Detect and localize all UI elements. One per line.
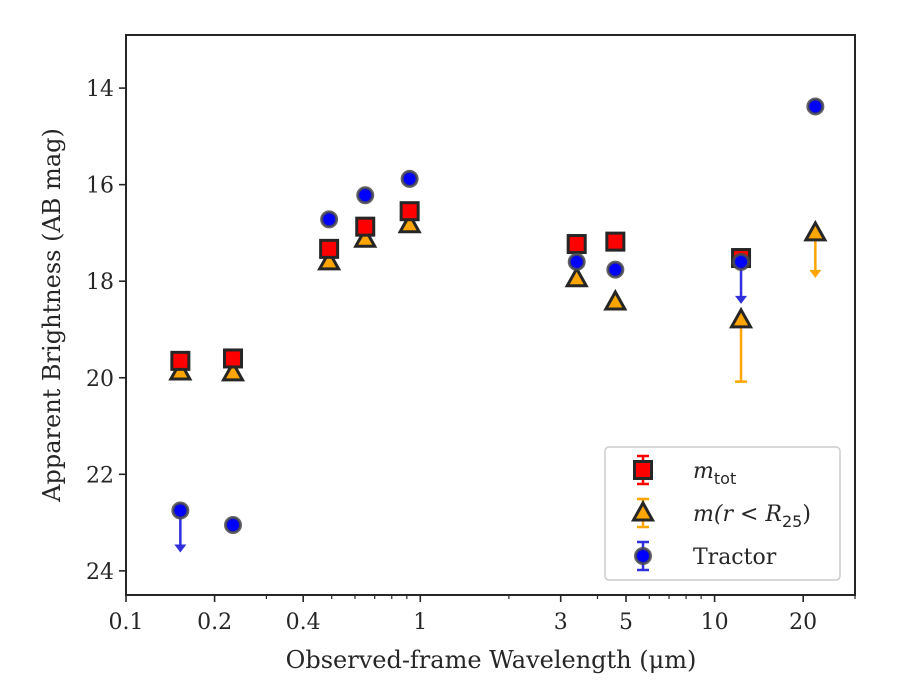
y-tick-label: 14 [86, 77, 114, 102]
y-tick-label: 16 [86, 174, 114, 199]
legend-entry-mtot: mtot [633, 454, 736, 488]
y-tick-label: 22 [86, 463, 114, 488]
point-mtot [399, 201, 420, 222]
point-mtot [605, 231, 626, 252]
point-mr25 [603, 288, 628, 311]
point-mr25 [317, 248, 342, 271]
series-tractor [171, 97, 825, 553]
series-mtot [170, 201, 752, 371]
x-tick-label: 1 [413, 610, 427, 635]
point-mtot [319, 238, 340, 259]
legend-label-tractor: Tractor [693, 545, 777, 570]
legend-marker-mr25 [630, 499, 656, 522]
point-mr25 [397, 211, 422, 234]
point-mtot [170, 350, 191, 371]
x-tick-label: 3 [554, 610, 568, 635]
point-mr25 [803, 219, 828, 242]
axes-frame [125, 34, 856, 596]
legend-entry-mr25: m(r < R25) [630, 497, 811, 531]
point-tractor [567, 252, 586, 271]
x-tick-label: 5 [619, 610, 633, 635]
plot-area [168, 97, 828, 553]
x-tick-label: 0.4 [286, 610, 321, 635]
series-mr25 [168, 211, 828, 383]
legend: mtot m(r < R25) Tractor [604, 446, 841, 581]
x-tick-label: 0.2 [197, 610, 232, 635]
x-axis-title: Observed-frame Wavelength (μm) [286, 646, 697, 674]
legend-label-mr25: m(r < R25) [693, 502, 811, 531]
point-mr25 [220, 359, 246, 382]
legend-entry-tractor: Tractor [634, 540, 777, 572]
point-tractor [732, 252, 751, 271]
point-tractor [356, 186, 375, 205]
point-mr25 [728, 306, 754, 329]
legend-box [604, 446, 841, 581]
y-tick-label: 24 [86, 560, 114, 585]
point-mr25 [353, 226, 378, 248]
legend-label-mtot: mtot [693, 459, 736, 488]
point-tractor [224, 516, 243, 534]
point-mr25 [564, 265, 589, 288]
y-tick-label: 20 [86, 367, 114, 392]
x-tick-label: 0.1 [109, 610, 144, 635]
point-mtot [355, 216, 376, 237]
x-tick-label: 20 [789, 610, 817, 635]
point-tractor [806, 97, 825, 116]
point-tractor [606, 260, 625, 279]
legend-marker-mtot [633, 460, 653, 480]
legend-marker-tractor [634, 547, 652, 565]
axes: 0.1 0.2 0.4 1 3 5 10 20 14 16 18 20 22 24 [86, 34, 856, 635]
point-tractor [320, 210, 339, 229]
point-mtot [223, 348, 244, 369]
x-tick-label: 10 [701, 610, 729, 635]
point-tractor [400, 169, 419, 188]
y-tick-label: 18 [86, 270, 114, 295]
y-axis-title: Apparent Brightness (AB mag) [38, 128, 66, 503]
point-tractor [171, 501, 190, 520]
point-mtot [566, 234, 587, 255]
